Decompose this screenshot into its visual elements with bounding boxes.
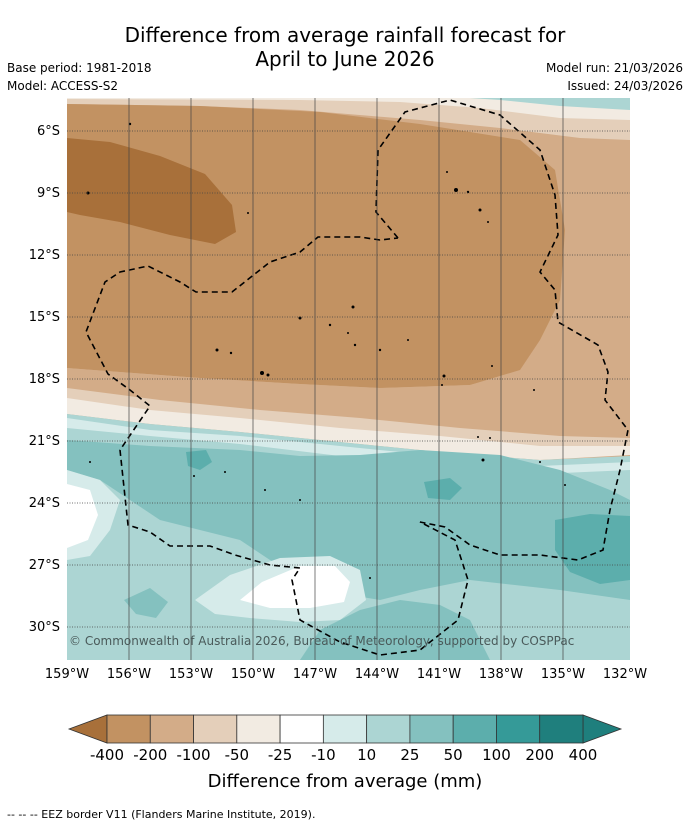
title-line-1: Difference from average rainfall forecas… (124, 23, 566, 47)
colorbar (67, 714, 623, 744)
base-period: Base period: 1981-2018 (7, 61, 152, 75)
band-neutral-west (67, 484, 98, 548)
islands (86, 122, 566, 579)
colorbar-segment (452, 714, 497, 744)
title-line-2: April to June 2026 (255, 47, 435, 71)
band-wet-50-sw (124, 588, 168, 618)
colorbar-segment (366, 714, 411, 744)
map-plot-area (67, 98, 630, 660)
lon-label-159w: 159°W (44, 667, 90, 682)
colorbar-segment (322, 714, 368, 744)
lon-label-138w: 138°W (478, 667, 524, 682)
band-wet-100-patch (186, 450, 212, 470)
issued-date: Issued: 24/03/2026 (567, 79, 683, 93)
colorbar-tick-label: -50 (224, 746, 250, 764)
band-dry-200 (67, 104, 565, 388)
colorbar-tick-label: -200 (133, 746, 168, 764)
colorbar-segment (496, 714, 541, 744)
colorbar-segment (409, 714, 454, 744)
lon-label-135w: 135°W (540, 667, 586, 682)
lon-label-147w: 147°W (292, 667, 338, 682)
lat-label-27s: 27°S (28, 558, 60, 573)
colorbar-title: Difference from average (mm) (207, 771, 483, 792)
band-dry-25-top (67, 98, 630, 120)
lon-label-150w: 150°W (230, 667, 276, 682)
lon-label-153w: 153°W (168, 667, 214, 682)
model-run: Model run: 21/03/2026 (545, 61, 683, 75)
colorbar-tick-label: -10 (311, 746, 336, 764)
eez-border (85, 99, 629, 656)
lon-label-156w: 156°W (106, 667, 152, 682)
band-wet-25-top (470, 98, 630, 110)
band-dry-100-south (67, 345, 630, 448)
lon-label-132w: 132°W (602, 667, 648, 682)
colorbar-tick-label: -400 (89, 746, 125, 764)
lat-label-15s: 15°S (28, 310, 60, 325)
lon-label-144w: 144°W (354, 667, 400, 682)
band-wet-10 (67, 418, 630, 474)
colorbar-tick-label: 100 (482, 746, 511, 764)
copyright-note: © Commonwealth of Australia 2026, Bureau… (69, 634, 575, 648)
band-wet-50 (67, 440, 630, 600)
lat-label-12s: 12°S (28, 248, 60, 263)
colorbar-tick-label: 10 (357, 746, 377, 764)
colorbar-segment (149, 714, 194, 744)
band-wet-100-patch-2 (424, 478, 462, 500)
colorbar-tick-label: 200 (525, 746, 555, 764)
colorbar-high-arrow (582, 714, 623, 744)
band-dry-400 (67, 138, 236, 244)
lat-label-6s: 6°S (36, 124, 60, 139)
band-wet-100-east (555, 514, 630, 584)
colorbar-segment (106, 714, 151, 744)
colorbar-segment (279, 714, 324, 744)
colorbar-tick-label: 50 (443, 746, 463, 764)
colorbar-tick-label: 25 (400, 746, 420, 764)
eez-legend-footer: -- -- -- EEZ border V11 (Flanders Marine… (7, 808, 316, 821)
band-neutral-south (240, 566, 350, 608)
lat-label-24s: 24°S (28, 496, 60, 511)
colorbar-tick-label: -25 (267, 746, 293, 764)
colorbar-segment (236, 714, 281, 744)
colorbar-low-arrow (67, 714, 108, 744)
meta-left: Base period: 1981-2018 Model: ACCESS-S2 (7, 59, 152, 95)
lat-label-18s: 18°S (28, 372, 60, 387)
colorbar-segment (193, 714, 238, 744)
band-dry-25-south (67, 398, 630, 460)
lat-label-21s: 21°S (28, 434, 60, 449)
model-name: Model: ACCESS-S2 (7, 79, 119, 93)
colorbar-tick-label: -100 (176, 746, 211, 764)
lon-label-141w: 141°W (416, 667, 462, 682)
meta-right: Model run: 21/03/2026 Issued: 24/03/2026 (546, 59, 683, 95)
colorbar-tick-label: 400 (568, 746, 598, 764)
colorbar-segment (539, 714, 584, 744)
lat-label-30s: 30°S (28, 620, 60, 635)
lat-label-9s: 9°S (36, 186, 60, 201)
map-title: Difference from average rainfall forecas… (0, 23, 690, 71)
